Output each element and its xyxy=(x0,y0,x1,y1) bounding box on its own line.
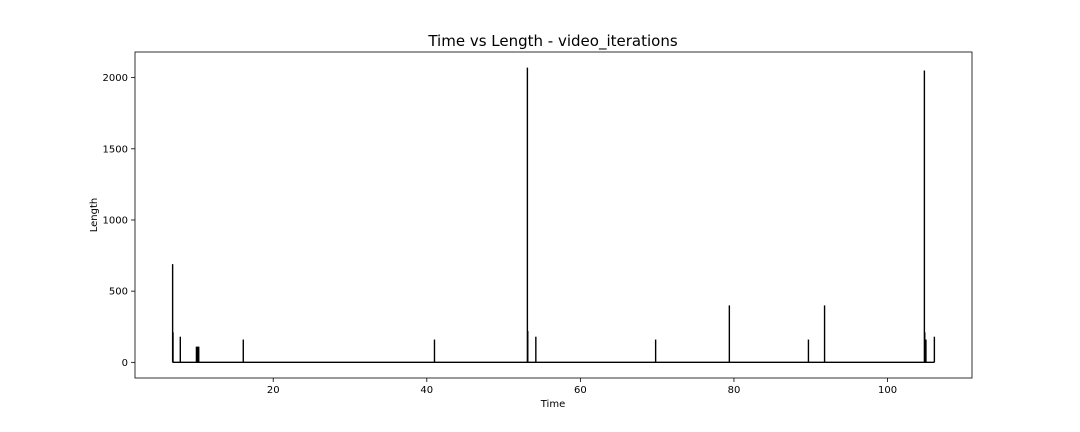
chart-title: Time vs Length - video_iterations xyxy=(427,32,677,51)
y-tick-label: 0 xyxy=(122,358,128,369)
x-axis: 20 40 60 80 100 xyxy=(267,378,897,396)
y-tick-label: 500 xyxy=(109,287,128,298)
plot-frame xyxy=(134,51,973,379)
x-tick-label: 80 xyxy=(728,385,741,396)
x-tick-label: 20 xyxy=(267,385,280,396)
x-tick-label: 100 xyxy=(878,385,897,396)
y-tick-label: 2000 xyxy=(103,73,128,84)
y-axis: 0 500 1000 1500 2000 xyxy=(103,73,135,369)
x-tick-label: 60 xyxy=(574,385,587,396)
y-axis-label: Length xyxy=(89,198,100,233)
x-axis-label: Time xyxy=(540,399,565,410)
x-tick-label: 40 xyxy=(420,385,433,396)
plot-lines xyxy=(171,67,936,364)
y-tick-label: 1500 xyxy=(103,144,128,155)
y-tick-label: 1000 xyxy=(103,215,128,226)
